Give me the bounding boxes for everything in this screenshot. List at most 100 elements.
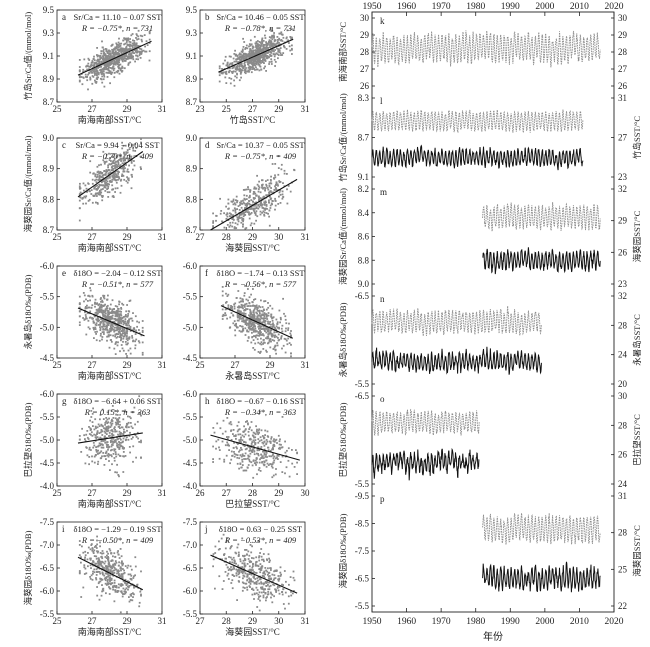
- data-point: [245, 67, 247, 69]
- data-point: [128, 164, 130, 167]
- data-point: [140, 414, 142, 417]
- data-point: [264, 330, 266, 332]
- data-point: [221, 315, 224, 318]
- data-point: [236, 218, 239, 221]
- data-point: [238, 553, 240, 556]
- data-point: [123, 572, 126, 574]
- data-point: [233, 202, 236, 205]
- data-point: [241, 434, 244, 437]
- scatter-panel-j: 27 28 29 30 31-7.5-7.0-6.5-6.0-5.5j δ18O = 0.…: [183, 517, 310, 637]
- data-point: [121, 347, 124, 350]
- data-point: [105, 433, 108, 435]
- data-point: [274, 53, 277, 56]
- data-point: [249, 452, 252, 455]
- data-point: [89, 548, 92, 551]
- data-point: [128, 319, 130, 322]
- data-point: [242, 37, 244, 40]
- data-point: [106, 582, 109, 585]
- data-point: [247, 299, 249, 302]
- data-point: [223, 460, 226, 463]
- data-point: [108, 593, 111, 595]
- data-point: [115, 439, 117, 441]
- data-point: [106, 309, 109, 312]
- data-point: [101, 325, 103, 328]
- data-point: [277, 203, 280, 205]
- data-point: [127, 313, 130, 315]
- data-point: [91, 304, 94, 307]
- data-point: [122, 433, 125, 435]
- data-point: [102, 60, 105, 63]
- data-point: [284, 440, 286, 443]
- data-point: [235, 446, 238, 448]
- y-tick-label: 9.3: [186, 28, 198, 38]
- data-point: [231, 308, 234, 311]
- data-point: [266, 194, 268, 197]
- data-point: [245, 447, 248, 450]
- data-point: [102, 180, 105, 182]
- data-point: [257, 307, 259, 309]
- data-point: [249, 310, 252, 313]
- data-point: [280, 31, 283, 34]
- data-point: [104, 180, 106, 183]
- data-point: [101, 455, 103, 458]
- data-point: [238, 52, 241, 55]
- data-point: [116, 187, 119, 190]
- data-point: [267, 48, 269, 51]
- data-point: [269, 190, 272, 192]
- data-point: [248, 208, 251, 210]
- data-point: [96, 175, 99, 178]
- data-point: [288, 475, 291, 478]
- data-point: [97, 320, 99, 323]
- data-point: [118, 557, 121, 559]
- data-point: [270, 30, 273, 32]
- data-point: [245, 44, 248, 47]
- data-point: [240, 455, 243, 458]
- data-point: [247, 330, 250, 333]
- data-point: [251, 208, 253, 210]
- data-point: [245, 227, 248, 229]
- data-point: [256, 308, 258, 311]
- data-point: [214, 552, 217, 554]
- regression-equation: Sr/Ca = 9.94 − 0.04 SST: [76, 140, 161, 150]
- y-axis-label: 竹岛Sr/Ca值/(mmol/mol): [23, 12, 33, 100]
- data-point: [233, 60, 236, 63]
- data-point: [248, 327, 250, 330]
- data-point: [112, 569, 115, 572]
- data-point: [250, 341, 253, 344]
- data-point: [109, 580, 111, 582]
- data-point: [250, 443, 253, 445]
- data-point: [260, 198, 263, 201]
- data-point: [259, 352, 261, 354]
- x-tick-label: 28: [248, 488, 258, 498]
- data-point: [258, 186, 261, 189]
- data-point: [116, 44, 118, 46]
- data-point: [105, 567, 107, 570]
- data-point: [115, 329, 118, 332]
- data-point: [92, 425, 94, 427]
- y-tick-label: -5.5: [183, 412, 198, 422]
- data-point: [114, 51, 117, 54]
- data-point: [98, 562, 101, 565]
- data-point: [84, 184, 87, 187]
- data-point: [88, 65, 90, 68]
- data-point: [105, 458, 107, 460]
- data-point: [113, 572, 116, 574]
- data-point: [90, 70, 92, 73]
- data-point: [273, 346, 276, 349]
- data-point: [237, 205, 240, 207]
- data-point: [119, 454, 121, 457]
- data-point: [140, 48, 143, 51]
- data-point: [90, 71, 92, 74]
- data-point: [236, 73, 238, 76]
- data-point: [242, 212, 245, 215]
- data-point: [259, 595, 262, 598]
- data-point: [244, 312, 247, 315]
- data-point: [231, 305, 233, 308]
- data-point: [222, 304, 225, 307]
- data-point: [90, 543, 93, 545]
- data-point: [104, 182, 107, 185]
- data-point: [113, 569, 116, 572]
- data-point: [93, 568, 96, 571]
- data-point: [287, 447, 290, 450]
- data-point: [241, 56, 243, 59]
